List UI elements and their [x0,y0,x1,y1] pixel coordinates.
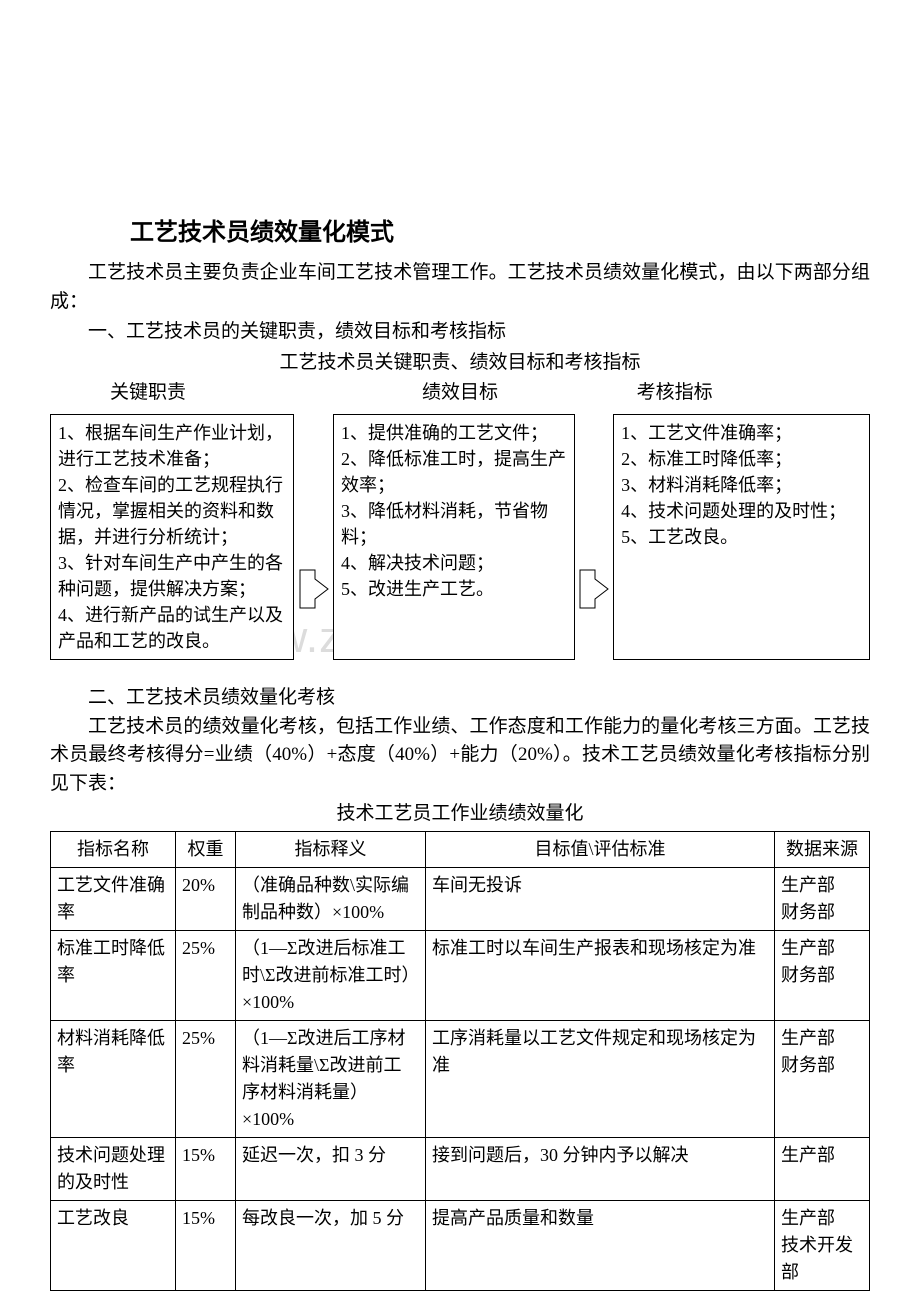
cell-definition: 每改良一次，加 5 分 [236,1200,426,1290]
intro-paragraph: 工艺技术员主要负责企业车间工艺技术管理工作。工艺技术员绩效量化模式，由以下两部分… [50,259,870,316]
cell-weight: 25% [176,930,236,1020]
cell-target: 接到问题后，30 分钟内予以解决 [426,1137,775,1200]
section2-heading: 二、工艺技术员绩效量化考核 [50,684,870,713]
cell-target: 标准工时以车间生产报表和现场核定为准 [426,930,775,1020]
box-line: 1、提供准确的工艺文件； [341,420,567,446]
three-column-headers: 关键职责 绩效目标 考核指标 [50,379,870,408]
box-line: 4、解决技术问题； [341,550,567,576]
goals-box: 1、提供准确的工艺文件；2、降低标准工时，提高生产效率；3、降低材料消耗，节省物… [333,414,575,661]
cell-weight: 15% [176,1137,236,1200]
box-line: 2、检查车间的工艺规程执行情况，掌握相关的资料和数据，并进行分析统计； [58,472,286,550]
cell-source: 生产部财务部 [775,930,870,1020]
th-source: 数据来源 [775,831,870,867]
cell-source: 生产部财务部 [775,1020,870,1137]
document-content: 工艺技术员绩效量化模式 工艺技术员主要负责企业车间工艺技术管理工作。工艺技术员绩… [50,215,870,1291]
box-line: 5、改进生产工艺。 [341,576,567,602]
page-title: 工艺技术员绩效量化模式 [130,215,870,251]
col-head-middle: 绩效目标 [343,379,576,408]
three-boxes-row: 1、根据车间生产作业计划，进行工艺技术准备；2、检查车间的工艺规程执行情况，掌握… [50,414,870,661]
th-target: 目标值\评估标准 [426,831,775,867]
box-line: 1、工艺文件准确率； [621,420,862,446]
table-row: 技术问题处理的及时性15%延迟一次，扣 3 分接到问题后，30 分钟内予以解决生… [51,1137,870,1200]
section1-subheading: 工艺技术员关键职责、绩效目标和考核指标 [50,349,870,378]
cell-target: 车间无投诉 [426,867,775,930]
box-line: 5、工艺改良。 [621,524,862,550]
box-line: 2、降低标准工时，提高生产效率； [341,446,567,498]
col-head-right: 考核指标 [577,379,870,408]
box-line: 4、技术问题处理的及时性； [621,498,862,524]
box-line: 3、针对车间生产中产生的各种问题，提供解决方案； [58,550,286,602]
box-line: 2、标准工时降低率； [621,446,862,472]
table-row: 标准工时降低率25%（1—Σ改进后标准工时\Σ改进前标准工时）×100%标准工时… [51,930,870,1020]
th-definition: 指标释义 [236,831,426,867]
table-row: 工艺改良15%每改良一次，加 5 分提高产品质量和数量生产部技术开发部 [51,1200,870,1290]
col-head-left: 关键职责 [50,379,343,408]
cell-weight: 20% [176,867,236,930]
box-line: 3、材料消耗降低率； [621,472,862,498]
cell-definition: （1—Σ改进后标准工时\Σ改进前标准工时）×100% [236,930,426,1020]
box-line: 4、进行新产品的试生产以及产品和工艺的改良。 [58,602,286,654]
cell-name: 工艺改良 [51,1200,176,1290]
cell-target: 工序消耗量以工艺文件规定和现场核定为准 [426,1020,775,1137]
cell-definition: （准确品种数\实际编制品种数）×100% [236,867,426,930]
table-row: 材料消耗降低率25%（1—Σ改进后工序材料消耗量\Σ改进前工序材料消耗量）×10… [51,1020,870,1137]
cell-definition: 延迟一次，扣 3 分 [236,1137,426,1200]
cell-name: 材料消耗降低率 [51,1020,176,1137]
cell-target: 提高产品质量和数量 [426,1200,775,1290]
cell-name: 标准工时降低率 [51,930,176,1020]
th-name: 指标名称 [51,831,176,867]
cell-name: 技术问题处理的及时性 [51,1137,176,1200]
table-header-row: 指标名称 权重 指标释义 目标值\评估标准 数据来源 [51,831,870,867]
cell-source: 生产部财务部 [775,867,870,930]
section2-paragraph: 工艺技术员的绩效量化考核，包括工作业绩、工作态度和工作能力的量化考核三方面。工艺… [50,713,870,799]
th-weight: 权重 [176,831,236,867]
responsibilities-box: 1、根据车间生产作业计划，进行工艺技术准备；2、检查车间的工艺规程执行情况，掌握… [50,414,294,661]
arrow-icon [298,414,329,661]
box-line: 1、根据车间生产作业计划，进行工艺技术准备； [58,420,286,472]
performance-table: 指标名称 权重 指标释义 目标值\评估标准 数据来源 工艺文件准确率20%（准确… [50,831,870,1291]
section1-heading: 一、工艺技术员的关键职责，绩效目标和考核指标 [50,318,870,347]
cell-definition: （1—Σ改进后工序材料消耗量\Σ改进前工序材料消耗量）×100% [236,1020,426,1137]
cell-weight: 15% [176,1200,236,1290]
cell-source: 生产部 [775,1137,870,1200]
table-title: 技术工艺员工作业绩绩效量化 [50,800,870,829]
cell-name: 工艺文件准确率 [51,867,176,930]
cell-source: 生产部技术开发部 [775,1200,870,1290]
indicators-box: 1、工艺文件准确率；2、标准工时降低率；3、材料消耗降低率；4、技术问题处理的及… [613,414,870,661]
cell-weight: 25% [176,1020,236,1137]
arrow-icon [579,414,610,661]
box-line: 3、降低材料消耗，节省物料； [341,498,567,550]
table-row: 工艺文件准确率20%（准确品种数\实际编制品种数）×100%车间无投诉生产部财务… [51,867,870,930]
